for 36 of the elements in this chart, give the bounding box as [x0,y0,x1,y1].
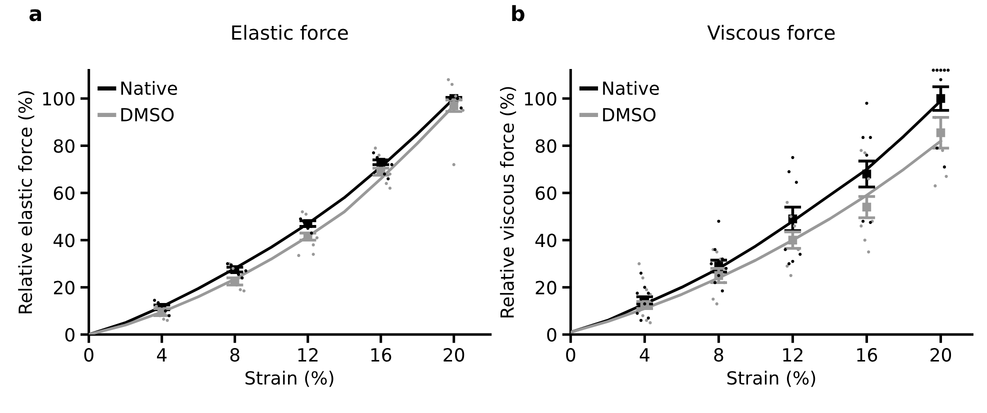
legend-label: Native [603,81,659,96]
x-tick-label: 4 [640,348,650,362]
y-tick-label: 60 [54,186,74,200]
legend-label: DMSO [603,108,656,122]
x-tick-label: 8 [230,348,240,362]
y-tick-label: 20 [54,280,74,294]
x-tick-label: 4 [156,348,167,362]
y-tick-label: 60 [536,186,556,200]
y-tick-label: 100 [43,92,74,106]
y-tick-label: 80 [536,139,556,153]
y-tick-label: 20 [536,280,556,294]
x-axis-title: Strain (%) [727,370,816,387]
y-tick-label: 80 [54,139,74,153]
text: b [512,5,524,22]
x-tick-label: 8 [714,348,724,362]
legend-label: Native [121,81,178,96]
x-axis-title: Strain (%) [246,370,334,387]
y-tick-label: 40 [54,234,74,248]
x-tick-label: 16 [857,348,878,362]
x-tick-label: 0 [84,348,94,362]
x-tick-label: 12 [298,348,318,362]
x-tick-label: 20 [444,348,464,362]
y-axis-title: Relative viscous force (%) [500,87,516,318]
text: a [29,9,42,22]
y-tick-label: 0 [65,328,74,342]
x-tick-label: 0 [566,348,576,362]
legend-label: DMSO [121,108,174,122]
chart-title: Elastic force [232,24,348,40]
x-tick-label: 12 [783,348,802,362]
x-tick-label: 16 [371,348,392,362]
y-axis-title: Relative elastic force (%) [18,91,34,314]
y-tick-label: 40 [535,234,556,248]
y-tick-label: 0 [547,328,556,342]
x-tick-label: 20 [930,348,952,362]
chart-title: Viscous force [707,24,835,40]
y-tick-label: 100 [524,92,556,106]
